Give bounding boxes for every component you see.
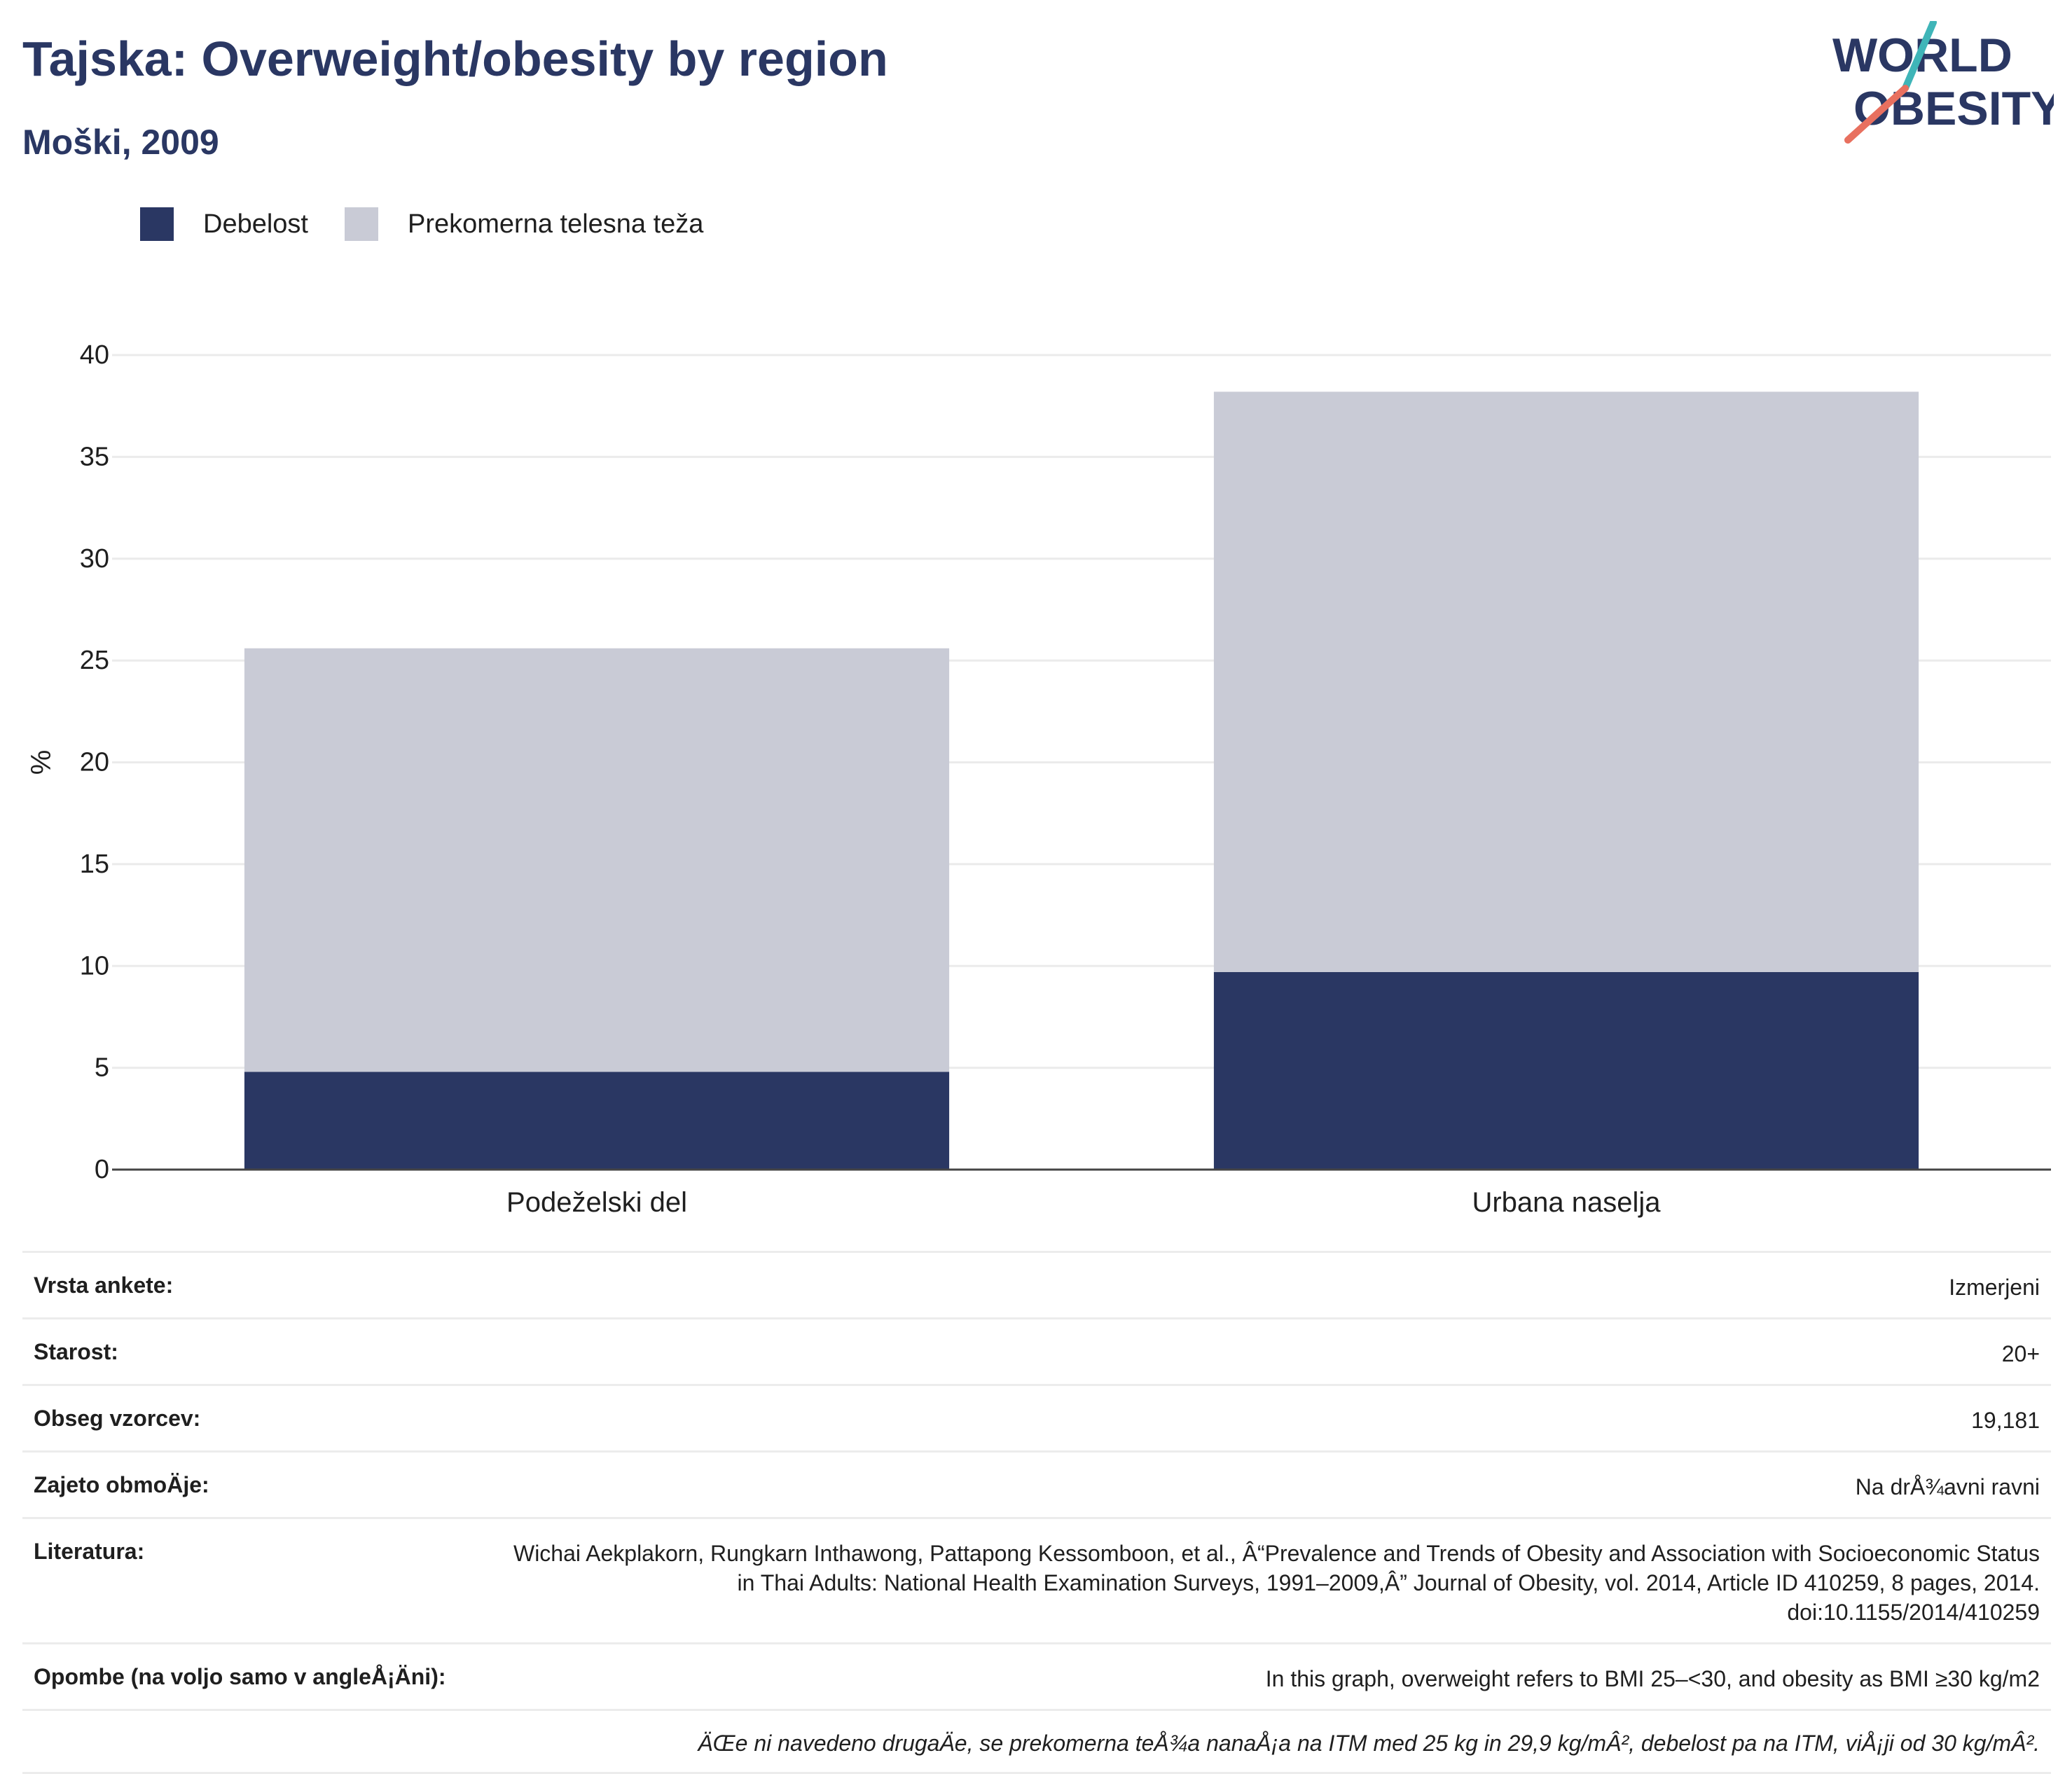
legend-swatch-obesity [140, 207, 174, 241]
bar-overweight [244, 648, 950, 1072]
definition-note: ÄŒe ni navedeno drugaÄe, se prekomerna t… [698, 1731, 2040, 1756]
meta-label: Opombe (na voljo samo v angleÅ¡Äni): [34, 1664, 446, 1689]
bar-obesity [1213, 971, 1919, 1170]
x-tick-label: Urbana naselja [1472, 1187, 1661, 1218]
y-tick-label: 40 [80, 340, 109, 370]
y-tick-label: 5 [95, 1053, 109, 1083]
meta-value: 20+ [2001, 1341, 2040, 1366]
meta-value: Na drÅ¾avni ravni [1855, 1474, 2040, 1499]
legend-label-overweight: Prekomerna telesna teža [407, 209, 704, 239]
meta-label: Vrsta ankete: [34, 1273, 174, 1298]
chart-title: Tajska: Overweight/obesity by region [22, 32, 888, 86]
y-tick-label: 10 [80, 951, 109, 980]
reference-link[interactable]: Wichai Aekplakorn, Rungkarn Inthawong, P… [513, 1541, 2040, 1625]
y-tick-label: 35 [80, 442, 109, 471]
legend-label-obesity: Debelost [203, 209, 308, 239]
legend-item-overweight[interactable]: Prekomerna telesna teža [344, 207, 704, 241]
meta-label: Literatura: [34, 1539, 145, 1564]
world-obesity-logo: WORLD OBESITY [1832, 21, 2054, 144]
meta-label: Zajeto obmoÄje: [34, 1472, 209, 1497]
chart-legend: Debelost Prekomerna telesna teža [140, 207, 740, 241]
legend-item-obesity[interactable]: Debelost [140, 207, 308, 241]
bar-overweight [1213, 391, 1919, 972]
meta-label: Starost: [34, 1339, 118, 1364]
bar-obesity [244, 1072, 950, 1170]
meta-value: 19,181 [1971, 1408, 2040, 1433]
survey-info-table: Vrsta ankete: Izmerjeni Starost: 20+ Obs… [22, 1251, 2051, 1774]
legend-swatch-overweight [344, 207, 378, 241]
meta-row-sample-size: Obseg vzorcev: 19,181 [22, 1384, 2051, 1450]
meta-row-notes: Opombe (na voljo samo v angleÅ¡Äni): In … [22, 1642, 2051, 1709]
meta-row-definition-note: ÄŒe ni navedeno drugaÄe, se prekomerna t… [22, 1709, 2051, 1774]
meta-row-reference: Literatura: Wichai Aekplakorn, Rungkarn … [22, 1517, 2051, 1642]
meta-row-age: Starost: 20+ [22, 1317, 2051, 1384]
y-axis-label: % [26, 750, 57, 775]
meta-value: Izmerjeni [1949, 1275, 2040, 1300]
y-tick-label: 0 [95, 1155, 109, 1184]
meta-row-survey-type: Vrsta ankete: Izmerjeni [22, 1251, 2051, 1317]
meta-row-area-covered: Zajeto obmoÄje: Na drÅ¾avni ravni [22, 1450, 2051, 1517]
chart-subtitle: Moški, 2009 [22, 123, 219, 162]
bar-chart: 0 5 10 15 20 25 30 35 40% Podeželski del Urbana na… [26, 340, 2051, 1218]
y-tick-label: 25 [80, 646, 109, 675]
y-tick-label: 20 [80, 748, 109, 777]
meta-value: In this graph, overweight refers to BMI … [1265, 1666, 2040, 1691]
x-tick-label: Podeželski del [506, 1187, 687, 1218]
y-tick-label: 15 [80, 850, 109, 879]
meta-label: Obseg vzorcev: [34, 1406, 201, 1431]
y-tick-label: 30 [80, 544, 109, 574]
